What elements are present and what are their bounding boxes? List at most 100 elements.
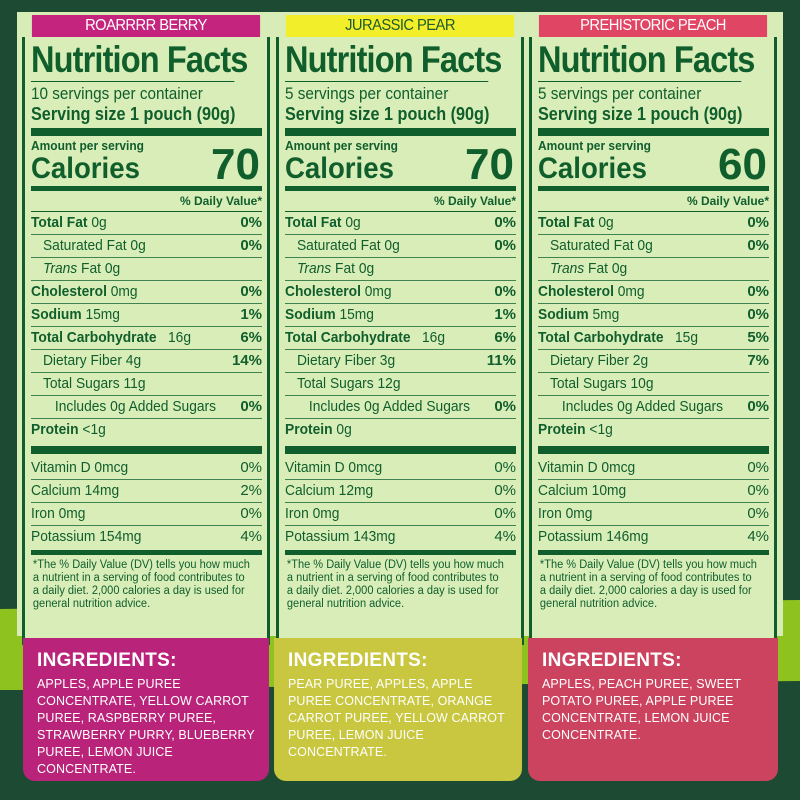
- row-total-sugars: Total Sugars 11g: [31, 373, 262, 396]
- nutrient-amount: 0g: [598, 214, 614, 231]
- nutrient-label: Saturated Fat 0g: [296, 237, 400, 254]
- nutrient-amount: 15g: [675, 329, 699, 346]
- nutrient-dv: 0%: [494, 237, 516, 254]
- nutrient-label: Potassium 143mg: [285, 528, 396, 545]
- nutrient-dv: 2%: [240, 482, 262, 499]
- divider-medium: [31, 186, 262, 191]
- nutrient-label: Sodium: [285, 306, 336, 323]
- nutrient-dv: 0%: [747, 283, 769, 300]
- calories-row: Calories 60: [538, 143, 769, 187]
- nutrient-dv: 4%: [747, 528, 769, 545]
- row-potassium: Potassium 146mg 4%: [538, 526, 769, 549]
- nutrition-facts-title: Nutrition Facts: [31, 39, 248, 82]
- row-cholesterol: Cholesterol 0mg 0%: [31, 281, 262, 304]
- row-iron: Iron 0mg 0%: [285, 503, 516, 526]
- nutrition-label: Nutrition Facts 5 servings per container…: [529, 37, 777, 645]
- flavor-header: PREHISTORIC PEACH: [538, 15, 768, 37]
- nutrient-dv: 0%: [747, 306, 769, 323]
- nutrient-label: Calcium 12mg: [285, 482, 374, 499]
- row-total-fat: Total Fat 0g 0%: [538, 212, 769, 235]
- nutrient-amount: <1g: [589, 421, 613, 438]
- nutrient-label: Calcium 10mg: [538, 482, 627, 499]
- divider-thick: [31, 128, 262, 136]
- calories-label: Calories: [285, 152, 394, 185]
- nutrient-dv: 6%: [240, 329, 262, 346]
- nutrition-label: Nutrition Facts 10 servings per containe…: [22, 37, 270, 645]
- row-cholesterol: Cholesterol 0mg 0%: [538, 281, 769, 304]
- nutrient-amount: 0mg: [617, 283, 645, 300]
- calories-row: Calories 70: [31, 143, 262, 187]
- row-iron: Iron 0mg 0%: [31, 503, 262, 526]
- servings-per-container: 10 servings per container: [31, 84, 203, 103]
- row-total-sugars: Total Sugars 12g: [285, 373, 516, 396]
- nutrient-dv: 0%: [747, 505, 769, 522]
- nutrient-label: Total Carbohydrate: [538, 329, 664, 346]
- nutrition-panel-roarrrr-berry: ROARRRR BERRY Nutrition Facts 10 serving…: [22, 15, 270, 645]
- nutrient-label: Protein: [538, 421, 586, 438]
- row-total-carbohydrate: Total Carbohydrate 15g 5%: [538, 327, 769, 350]
- nutrient-label: Sodium: [31, 306, 82, 323]
- nutrient-label: Potassium 146mg: [538, 528, 649, 545]
- nutrient-label: Iron 0mg: [538, 505, 593, 522]
- nutrient-label: Total Sugars 10g: [549, 375, 654, 392]
- row-vitamin-d: Vitamin D 0mcg 0%: [538, 457, 769, 480]
- nutrient-label: Fat 0g: [584, 260, 628, 277]
- nutrient-dv: 4%: [240, 528, 262, 545]
- ingredients-card-jurassic-pear: INGREDIENTS: PEAR PUREE, APPLES, APPLE P…: [274, 638, 522, 781]
- divider-thick: [538, 128, 769, 136]
- nutrient-label: Cholesterol: [538, 283, 614, 300]
- nutrient-label: Includes 0g Added Sugars: [308, 398, 471, 415]
- row-dietary-fiber: Dietary Fiber 4g 14%: [31, 350, 262, 373]
- row-iron: Iron 0mg 0%: [538, 503, 769, 526]
- nutrient-label-italic: Trans: [549, 260, 585, 277]
- nutrient-amount: 16g: [422, 329, 446, 346]
- nutrient-dv: 0%: [240, 505, 262, 522]
- nutrition-panel-jurassic-pear: JURASSIC PEAR Nutrition Facts 5 servings…: [276, 15, 524, 645]
- calories-value: 70: [211, 140, 260, 189]
- row-protein: Protein 0g: [285, 419, 516, 442]
- nutrient-label: Protein: [285, 421, 333, 438]
- nutrient-label: Cholesterol: [31, 283, 107, 300]
- nutrient-label: Total Fat: [31, 214, 88, 231]
- row-potassium: Potassium 143mg 4%: [285, 526, 516, 549]
- nutrient-dv: 5%: [747, 329, 769, 346]
- nutrient-dv: 0%: [747, 459, 769, 476]
- ingredients-card-roarrrr-berry: INGREDIENTS: APPLES, APPLE PUREE CONCENT…: [23, 638, 269, 781]
- nutrient-label: Fat 0g: [77, 260, 121, 277]
- row-sodium: Sodium 15mg 1%: [285, 304, 516, 327]
- nutrition-facts-title: Nutrition Facts: [538, 39, 755, 82]
- divider-thick: [285, 128, 516, 136]
- row-added-sugars: Includes 0g Added Sugars 0%: [31, 396, 262, 419]
- daily-value-footnote: *The % Daily Value (DV) tells you how mu…: [286, 559, 504, 610]
- row-calcium: Calcium 10mg 0%: [538, 480, 769, 503]
- row-trans-fat: Trans Fat 0g: [31, 258, 262, 281]
- nutrient-dv: 1%: [494, 306, 516, 323]
- row-vitamin-d: Vitamin D 0mcg 0%: [285, 457, 516, 480]
- flavor-header: JURASSIC PEAR: [285, 15, 515, 37]
- nutrient-dv: 4%: [494, 528, 516, 545]
- nutrient-label: Total Fat: [285, 214, 342, 231]
- row-total-fat: Total Fat 0g 0%: [285, 212, 516, 235]
- nutrient-label-italic: Trans: [296, 260, 332, 277]
- row-vitamin-d: Vitamin D 0mcg 0%: [31, 457, 262, 480]
- nutrient-label: Fat 0g: [331, 260, 375, 277]
- nutrient-dv: 0%: [494, 459, 516, 476]
- nutrient-dv: 14%: [231, 352, 262, 369]
- servings-per-container: 5 servings per container: [285, 84, 449, 103]
- nutrient-dv: 0%: [494, 398, 516, 415]
- nutrient-dv: 0%: [747, 482, 769, 499]
- row-cholesterol: Cholesterol 0mg 0%: [285, 281, 516, 304]
- nutrient-label: Saturated Fat 0g: [42, 237, 146, 254]
- nutrient-label: Dietary Fiber 4g: [42, 352, 142, 369]
- nutrient-dv: 0%: [494, 283, 516, 300]
- divider-thick: [31, 446, 262, 454]
- nutrient-amount: 0g: [91, 214, 107, 231]
- serving-size: Serving size 1 pouch (90g): [31, 104, 236, 124]
- nutrient-dv: 0%: [494, 482, 516, 499]
- nutrient-dv: 0%: [240, 237, 262, 254]
- row-added-sugars: Includes 0g Added Sugars 0%: [285, 396, 516, 419]
- row-dietary-fiber: Dietary Fiber 2g 7%: [538, 350, 769, 373]
- nutrient-dv: 0%: [240, 398, 262, 415]
- nutrition-facts-title: Nutrition Facts: [285, 39, 502, 82]
- row-sodium: Sodium 15mg 1%: [31, 304, 262, 327]
